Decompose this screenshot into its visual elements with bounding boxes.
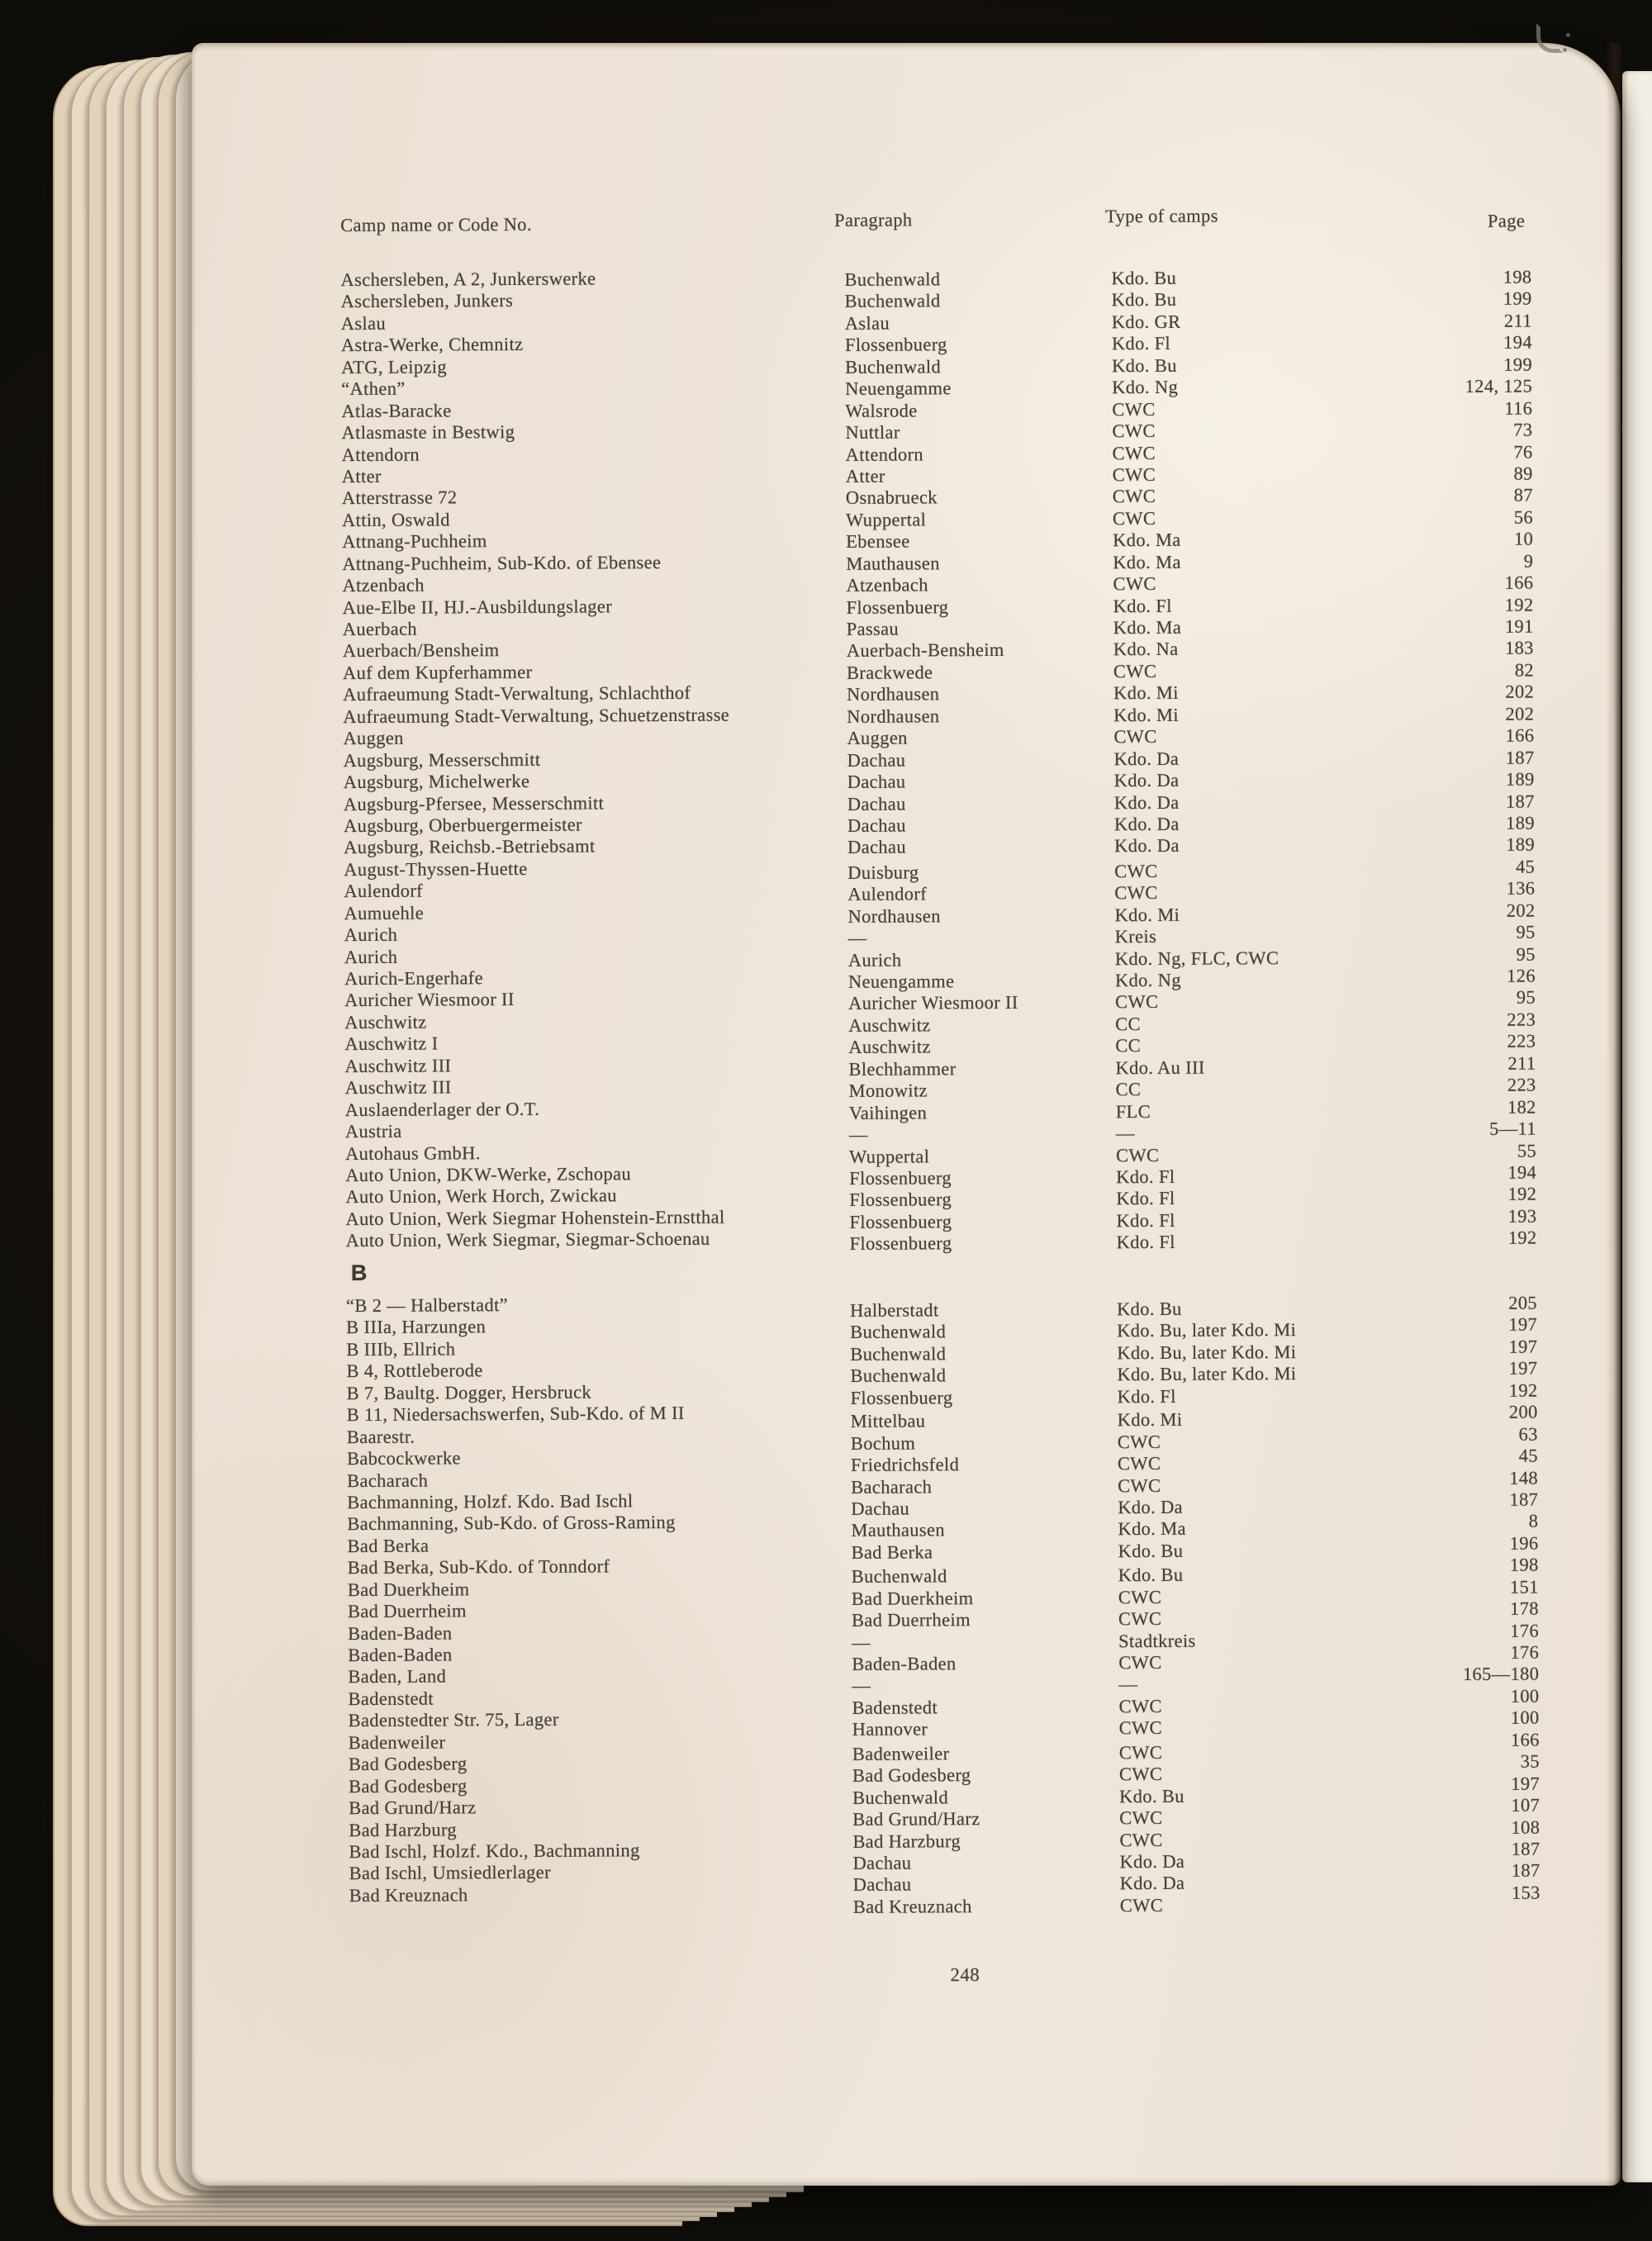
camp-name-cell: Bad Duerrheim [347, 1600, 467, 1622]
camp-name-cell: Aurich-Engerhafe [344, 967, 484, 990]
column-header-type-of-camps: Type of camps [1105, 205, 1218, 227]
camp-name-cell: Bad Grund/Harz [349, 1797, 477, 1819]
camp-name-cell: B 4, Rottleberode [346, 1360, 483, 1382]
camp-name-cell: Auto Union, Werk Horch, Zwickau [345, 1185, 617, 1208]
page-number-cell: 153 [1511, 1882, 1540, 1903]
camp-name-cell: Atlasmaste in Bestwig [341, 421, 515, 444]
camp-name-cell: Auerbach [342, 618, 418, 640]
camp-name-cell: Aschersleben, Junkers [340, 290, 514, 312]
camp-name-cell: Augsburg, Reichsb.-Betriebsamt [344, 835, 596, 858]
camp-name-cell: Astra-Werke, Chemnitz [340, 334, 524, 356]
camp-name-cell: Auslaenderlager der O.T. [344, 1098, 540, 1120]
camp-name-cell: Aufraeumung Stadt-Verwaltung, Schlachtho… [343, 682, 691, 705]
camp-name-cell: Augsburg, Messerschmitt [343, 748, 541, 771]
camp-name-cell: Bacharach [347, 1469, 429, 1491]
camp-name-cell: “B 2 — Halberstadt” [345, 1294, 509, 1317]
camp-name-cell: Aurich [344, 946, 398, 967]
camp-name-cell: Attendorn [341, 444, 420, 465]
column-header-camp-name: Camp name or Code No. [340, 213, 532, 236]
camp-name-cell: Baden, Land [348, 1665, 447, 1688]
camp-name-cell: Bad Duerkheim [347, 1578, 470, 1600]
camp-name-cell: Baarestr. [346, 1426, 415, 1447]
camp-name-cell: “Athen” [341, 377, 406, 400]
table-header-row: Camp name or Code No. Paragraph Type of … [340, 196, 1531, 236]
camp-name-cell: Attin, Oswald [341, 509, 450, 530]
camp-name-cell: B 11, Niedersachswerfen, Sub-Kdo. of M I… [346, 1403, 685, 1426]
camp-name-cell: Aulendorf [344, 880, 424, 902]
camp-name-cell: Attnang-Puchheim, Sub-Kdo. of Ebensee [342, 551, 662, 574]
page-gutter-shadow [1606, 43, 1621, 2186]
camp-name-cell: Aschersleben, A 2, Junkerswerke [340, 268, 596, 291]
camp-name-cell: Badenstedter Str. 75, Lager [348, 1709, 559, 1731]
type-of-camps-cell: CWC [1119, 1894, 1164, 1916]
page-number: 248 [950, 1964, 980, 1986]
camp-name-cell: Auschwitz III [344, 1055, 452, 1076]
paragraph-cell: Bad Kreuznach [852, 1895, 972, 1917]
camp-name-cell: Bachmanning, Holzf. Kdo. Bad Ischl [347, 1490, 634, 1513]
camp-name-cell: Augsburg, Oberbuergermeister [343, 814, 582, 837]
camp-name-cell: Aumuehle [344, 902, 425, 923]
camp-name-cell: Babcockwerke [346, 1447, 461, 1469]
camp-name-cell: B IIIb, Ellrich [346, 1338, 456, 1360]
camp-name-cell: Atzenbach [342, 574, 425, 596]
camp-name-cell: Aurich [344, 923, 398, 946]
camp-name-cell: Auschwitz I [344, 1033, 439, 1055]
camp-name-cell: Bad Ischl, Umsiedlerlager [349, 1862, 551, 1884]
section-b-rows: “B 2 — Halberstadt” Halberstadt Kdo. Bu … [345, 1289, 1540, 1917]
camp-name-cell: Auerbach/Bensheim [342, 639, 500, 662]
section-a-rows: Aschersleben, A 2, Junkerswerke Buchenwa… [340, 264, 1537, 1255]
camp-name-cell: Augsburg-Pfersee, Messerschmitt [343, 791, 605, 814]
camp-name-cell: Attnang-Puchheim [342, 530, 487, 553]
paragraph-cell: Flossenbuerg [849, 1232, 952, 1255]
camp-name-cell: Bad Godesberg [348, 1753, 468, 1775]
camp-name-cell: Baden-Baden [348, 1644, 453, 1666]
camp-name-cell: Auschwitz [344, 1011, 427, 1033]
page-number-cell: 192 [1507, 1227, 1537, 1248]
camp-name-cell: Auggen [343, 727, 404, 749]
camp-name-cell: ATG, Leipzig [340, 356, 448, 377]
camp-name-cell: Bad Ischl, Holzf. Kdo., Bachmanning [349, 1840, 640, 1863]
next-page-edge [1622, 71, 1652, 2182]
camp-name-cell: Auf dem Kupferhammer [342, 661, 533, 683]
index-table: Camp name or Code No. Paragraph Type of … [340, 196, 1541, 2102]
speck-artifact [1566, 33, 1570, 37]
camp-name-cell: Autohaus GmbH. [344, 1142, 481, 1164]
book-page [192, 43, 1621, 2186]
camp-name-cell: Augsburg, Michelwerke [343, 770, 530, 793]
camp-name-cell: Auto Union, Werk Siegmar, Siegmar-Schoen… [345, 1228, 710, 1251]
camp-name-cell: August-Thyssen-Huette [344, 857, 528, 880]
camp-name-cell: Atterstrasse 72 [341, 487, 458, 509]
speck-artifact [1563, 48, 1567, 52]
camp-name-cell: Bad Harzburg [349, 1818, 458, 1840]
camp-name-cell: Baden-Baden [348, 1621, 453, 1644]
camp-name-cell: Austria [344, 1120, 402, 1142]
camp-name-cell: Atter [341, 465, 382, 487]
camp-name-cell: Bad Kreuznach [349, 1884, 468, 1906]
column-header-paragraph: Paragraph [834, 209, 913, 230]
camp-name-cell: Badenweiler [348, 1731, 446, 1753]
camp-name-cell: Badenstedt [348, 1688, 434, 1709]
camp-name-cell: Auto Union, DKW-Werke, Zschopau [345, 1163, 632, 1186]
camp-name-cell: Atlas-Baracke [341, 400, 452, 421]
camp-name-cell: Bachmanning, Sub-Kdo. of Gross-Raming [347, 1512, 676, 1535]
camp-name-cell: Auricher Wiesmoor II [344, 989, 515, 1011]
column-header-page: Page [1487, 210, 1526, 231]
camp-name-cell: Aue-Elbe II, HJ.-Ausbildungslager [342, 595, 613, 618]
camp-name-cell: Aslau [340, 312, 387, 334]
camp-name-cell: Auschwitz III [344, 1076, 452, 1099]
camp-name-cell: Auto Union, Werk Siegmar Hohenstein-Erns… [345, 1206, 725, 1229]
camp-name-cell: B IIIa, Harzungen [346, 1316, 487, 1338]
camp-name-cell: B 7, Baultg. Dogger, Hersbruck [346, 1381, 592, 1403]
camp-name-cell: Aufraeumung Stadt-Verwaltung, Schuetzens… [343, 704, 730, 727]
camp-name-cell: Bad Berka, Sub-Kdo. of Tonndorf [347, 1555, 610, 1579]
camp-name-cell: Bad Godesberg [348, 1774, 468, 1797]
thread-artifact [1536, 23, 1563, 53]
type-of-camps-cell: Kdo. Fl [1116, 1232, 1175, 1253]
section-heading-b: B [350, 1260, 368, 1286]
camp-name-cell: Bad Berka [347, 1535, 430, 1556]
